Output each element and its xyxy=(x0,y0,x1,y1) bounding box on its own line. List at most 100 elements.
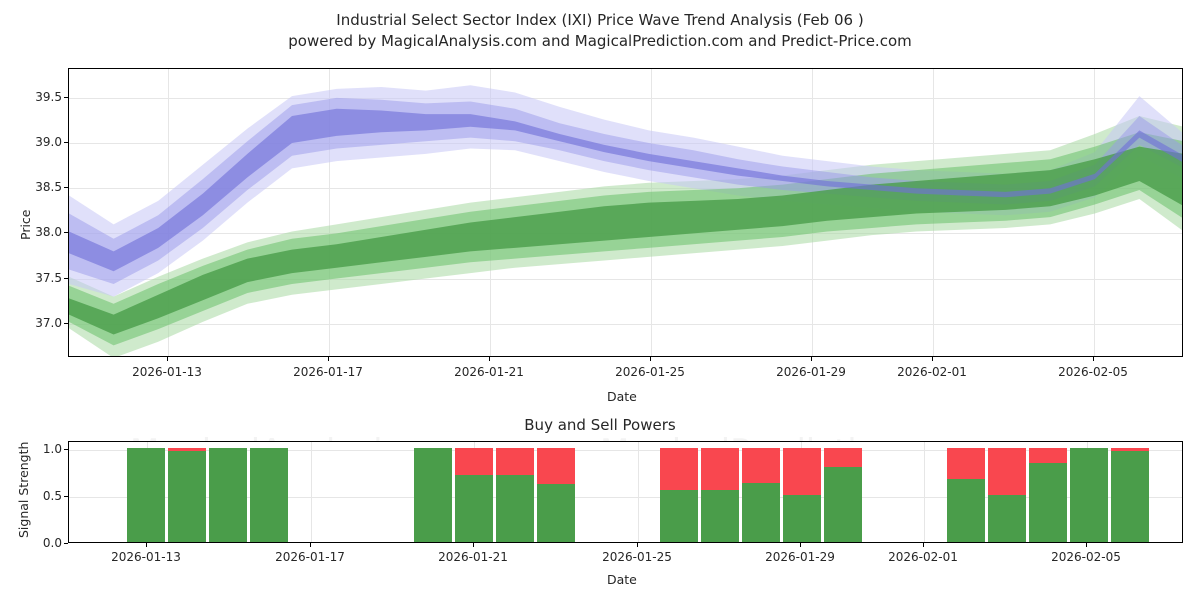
y-tick-mark xyxy=(64,495,68,497)
y-tick-label: 38.0 xyxy=(35,225,62,240)
y-tick-mark xyxy=(64,543,68,544)
x-tick-mark xyxy=(800,543,801,547)
buy-power-segment xyxy=(414,447,452,542)
x-tick-mark xyxy=(473,543,474,547)
signal-bar[interactable] xyxy=(988,447,1026,542)
date-axis-label-top: Date xyxy=(607,389,637,404)
buy-power-segment xyxy=(1111,451,1149,542)
x-tick-label: 2026-01-29 xyxy=(776,365,846,379)
gridline-horizontal xyxy=(69,278,1182,280)
signal-bar[interactable] xyxy=(496,447,534,542)
x-tick-label: 2026-02-01 xyxy=(888,550,958,564)
sell-power-segment xyxy=(1111,447,1149,452)
y-tick-label: 38.5 xyxy=(35,180,62,195)
y-tick-label: 37.0 xyxy=(35,315,62,330)
signal-bar[interactable] xyxy=(701,447,739,542)
sell-power-segment xyxy=(537,447,575,485)
buy-power-segment xyxy=(824,467,862,542)
wave-band-layer xyxy=(69,85,1182,356)
y-tick-mark xyxy=(64,277,68,279)
buy-power-segment xyxy=(250,447,288,542)
signal-bar[interactable] xyxy=(660,447,698,542)
buy-power-segment xyxy=(947,478,985,542)
signal-bar[interactable] xyxy=(947,447,985,542)
x-tick-mark xyxy=(811,357,812,361)
x-tick-label: 2026-01-13 xyxy=(111,550,181,564)
buy-power-segment xyxy=(537,484,575,542)
signal-bar[interactable] xyxy=(537,447,575,542)
signal-bar[interactable] xyxy=(1111,447,1149,542)
price-wave-chart xyxy=(68,68,1183,357)
x-tick-mark xyxy=(923,543,924,547)
gridline-vertical xyxy=(329,69,330,356)
signal-bar[interactable] xyxy=(455,447,493,542)
buy-power-segment xyxy=(988,494,1026,542)
x-tick-label: 2026-02-01 xyxy=(897,365,967,379)
signal-bar[interactable] xyxy=(1029,447,1067,542)
x-tick-mark xyxy=(167,357,168,361)
sell-power-segment xyxy=(988,447,1026,495)
sell-power-segment xyxy=(701,447,739,491)
signal-bar[interactable] xyxy=(783,447,821,542)
sell-power-segment xyxy=(783,447,821,495)
y-tick-mark xyxy=(64,448,68,450)
green-core-band xyxy=(69,146,1182,335)
x-tick-label: 2026-01-21 xyxy=(454,365,524,379)
x-tick-mark xyxy=(489,357,490,361)
y-tick-mark xyxy=(64,187,68,189)
buy-power-segment xyxy=(127,447,165,542)
date-axis-label-bottom: Date xyxy=(607,572,637,587)
title-line-2: powered by MagicalAnalysis.com and Magic… xyxy=(288,32,912,50)
sell-power-segment xyxy=(168,447,206,452)
sell-power-segment xyxy=(824,447,862,468)
sell-power-segment xyxy=(455,447,493,475)
signal-bar[interactable] xyxy=(742,447,780,542)
gridline-horizontal xyxy=(69,97,1182,99)
y-tick-label: 1.0 xyxy=(42,441,62,456)
buy-power-segment xyxy=(660,490,698,542)
buy-sell-powers-chart xyxy=(68,441,1183,543)
sell-power-segment xyxy=(660,447,698,491)
buy-power-segment xyxy=(209,447,247,542)
signal-bar[interactable] xyxy=(414,447,452,542)
buy-power-segment xyxy=(496,474,534,542)
signal-bar[interactable] xyxy=(209,447,247,542)
sell-power-segment xyxy=(742,447,780,484)
x-tick-mark xyxy=(310,543,311,547)
y-tick-label: 39.0 xyxy=(35,135,62,150)
signal-bar[interactable] xyxy=(250,447,288,542)
bar-chart-title: Buy and Sell Powers xyxy=(524,416,676,434)
buy-power-segment xyxy=(742,483,780,542)
signal-bar[interactable] xyxy=(824,447,862,542)
gridline-horizontal xyxy=(69,496,1182,498)
gridline-vertical xyxy=(924,442,925,542)
y-tick-label: 0.5 xyxy=(42,488,62,503)
sell-power-segment xyxy=(496,447,534,475)
x-tick-label: 2026-02-05 xyxy=(1058,365,1128,379)
sell-power-segment xyxy=(1029,447,1067,463)
y-tick-mark xyxy=(64,322,68,324)
x-tick-label: 2026-01-21 xyxy=(438,550,508,564)
y-tick-mark xyxy=(64,232,68,234)
y-tick-mark xyxy=(64,142,68,144)
buy-power-segment xyxy=(701,490,739,542)
buy-power-segment xyxy=(1029,462,1067,542)
signal-strength-axis-label: Signal Strength xyxy=(16,441,31,538)
signal-bar[interactable] xyxy=(1070,447,1108,542)
x-tick-mark xyxy=(328,357,329,361)
bar-layer xyxy=(69,442,1182,542)
x-tick-label: 2026-01-25 xyxy=(615,365,685,379)
x-tick-label: 2026-01-17 xyxy=(275,550,345,564)
x-tick-mark xyxy=(146,543,147,547)
x-tick-label: 2026-01-13 xyxy=(132,365,202,379)
blue-mid-band xyxy=(69,97,1182,284)
gridline-horizontal xyxy=(69,323,1182,325)
gridline-vertical xyxy=(638,442,639,542)
y-tick-label: 37.5 xyxy=(35,270,62,285)
signal-bar[interactable] xyxy=(168,447,206,542)
x-tick-mark xyxy=(932,357,933,361)
blue-core-band xyxy=(69,108,1182,272)
signal-bar[interactable] xyxy=(127,447,165,542)
x-tick-mark xyxy=(1093,357,1094,361)
